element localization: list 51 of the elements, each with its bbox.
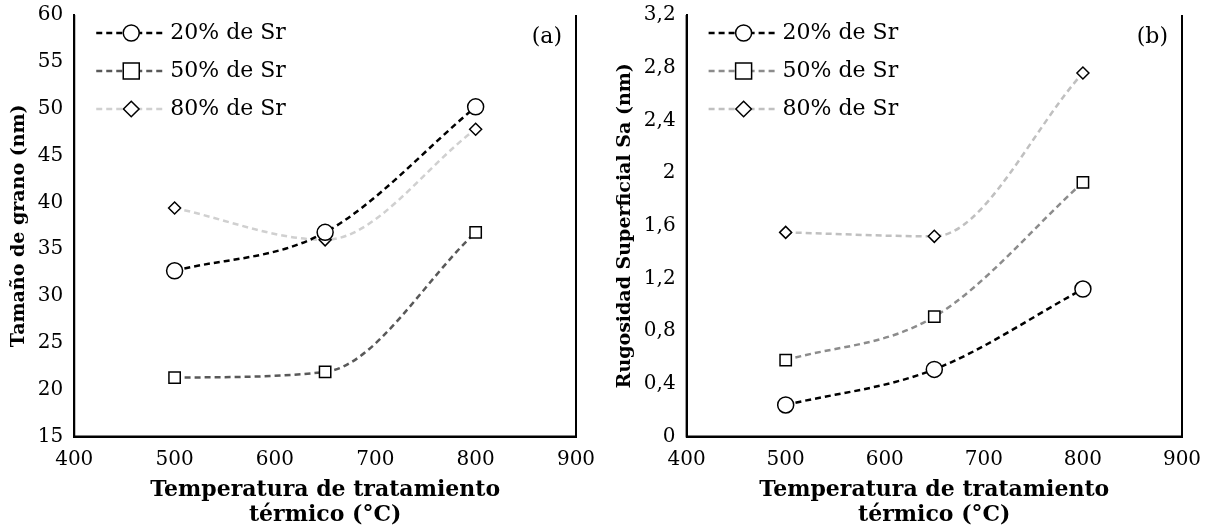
x-tick-label: 700 — [356, 445, 395, 470]
point — [925, 360, 944, 379]
y-tick-label: 55 — [37, 48, 64, 73]
y-tick-label: 2,8 — [643, 53, 676, 78]
y-tick-label: 45 — [37, 141, 64, 166]
legend-label: 50% de Sr — [782, 56, 899, 82]
x-tick-label: 900 — [1162, 445, 1202, 470]
y-tick-label: 20 — [37, 375, 64, 400]
y-axis-title: Tamaño de grano (nm) — [6, 104, 29, 348]
x-tick-label: 400 — [667, 445, 706, 470]
y-tick-label: 0,8 — [643, 317, 676, 342]
point — [468, 122, 483, 137]
y-tick-label: 35 — [37, 235, 64, 260]
legend-label: 20% de Sr — [170, 18, 287, 44]
y-axis-title: Rugosidad Superficial Sa (nm) — [612, 63, 635, 389]
x-axis-title: Temperatura de tratamiento térmico (°C) — [759, 475, 1110, 526]
y-tick-label: 30 — [37, 282, 64, 307]
y-tick-label: 2 — [662, 159, 676, 184]
point — [466, 98, 485, 116]
x-tick-label: 800 — [456, 445, 495, 470]
y-tick-label: 60 — [37, 1, 64, 26]
point — [167, 201, 182, 215]
legend-label: 80% de Sr — [782, 94, 899, 120]
y-tick-label: 40 — [37, 188, 64, 213]
x-tick-label: 900 — [556, 445, 596, 470]
x-tick-label: 400 — [55, 445, 94, 470]
point — [316, 223, 334, 242]
y-tick-label: 15 — [37, 422, 64, 447]
x-tick-label: 500 — [155, 445, 194, 470]
point — [1074, 280, 1092, 298]
annotation: (a) — [531, 22, 562, 48]
legend-label: 20% de Sr — [782, 18, 899, 44]
legend-label: 50% de Sr — [170, 56, 287, 82]
legend-label: 80% de Sr — [170, 94, 287, 120]
x-tick-label: 800 — [1063, 445, 1103, 470]
y-tick-label: 3,2 — [643, 1, 676, 26]
point — [776, 396, 795, 414]
annotation: (b) — [1136, 22, 1168, 48]
y-tick-label: 0 — [662, 422, 676, 447]
y-tick-label: 0,4 — [643, 370, 676, 395]
y-tick-label: 50 — [37, 94, 64, 119]
point — [165, 262, 184, 280]
x-tick-label: 700 — [964, 445, 1003, 470]
y-tick-label: 2,4 — [643, 106, 676, 131]
x-tick-label: 600 — [255, 445, 295, 470]
y-tick-label: 1,6 — [643, 212, 676, 236]
x-tick-label: 600 — [865, 445, 904, 470]
x-axis-title: Temperatura de tratamiento térmico (°C) — [150, 475, 501, 526]
x-tick-label: 500 — [766, 445, 805, 470]
y-tick-label: 25 — [37, 329, 64, 354]
y-tick-label: 1,2 — [643, 264, 676, 289]
